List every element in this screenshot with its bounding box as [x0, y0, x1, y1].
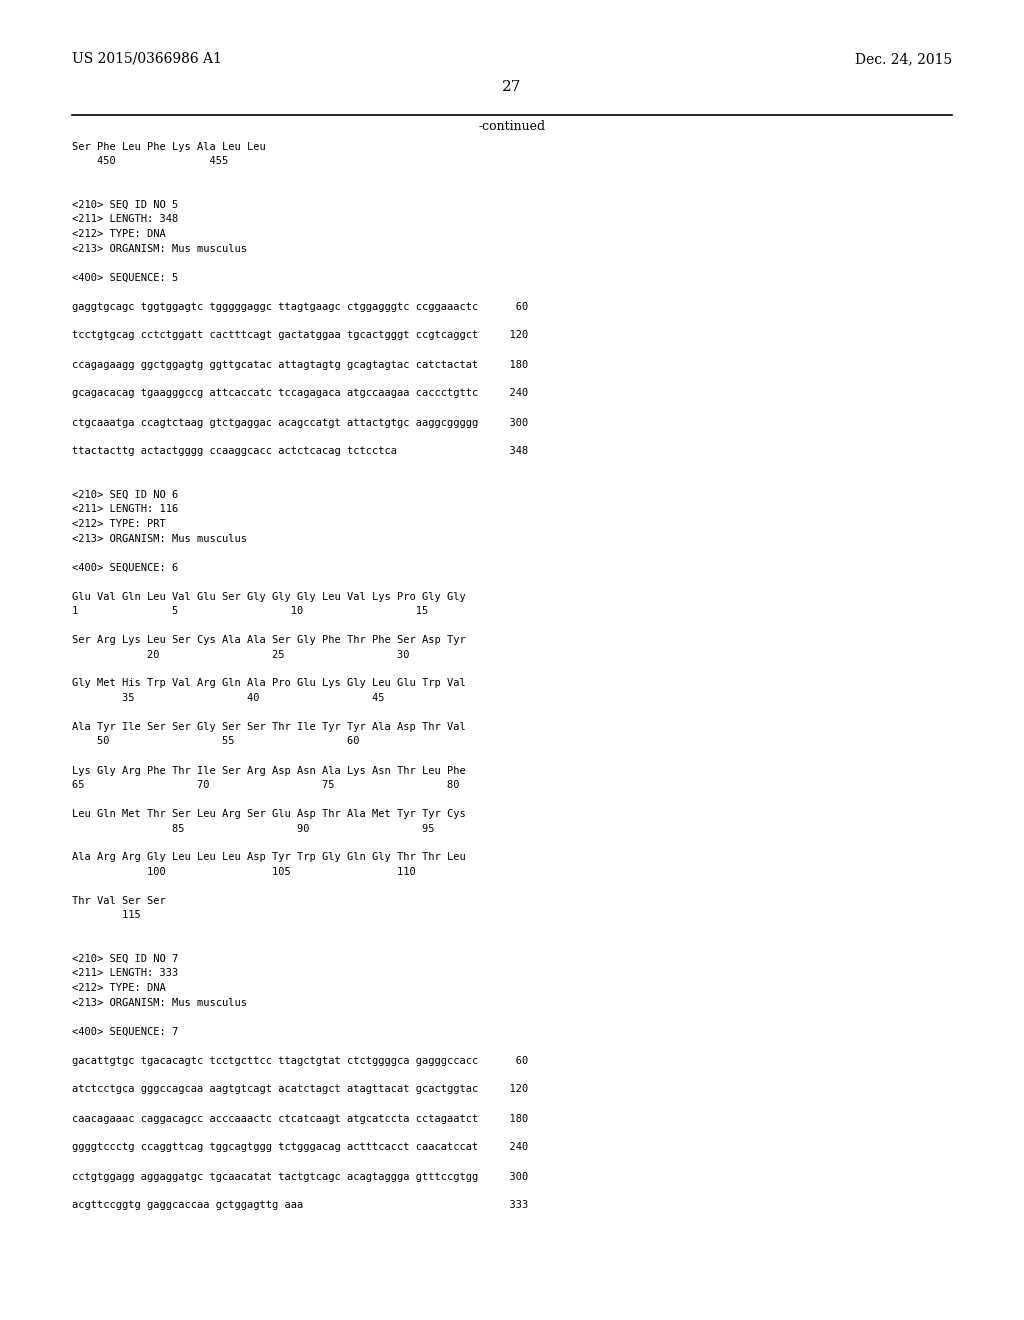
Text: ctgcaaatga ccagtctaag gtctgaggac acagccatgt attactgtgc aaggcggggg     300: ctgcaaatga ccagtctaag gtctgaggac acagcca…	[72, 417, 528, 428]
Text: Glu Val Gln Leu Val Glu Ser Gly Gly Gly Leu Val Lys Pro Gly Gly: Glu Val Gln Leu Val Glu Ser Gly Gly Gly …	[72, 591, 466, 602]
Text: <213> ORGANISM: Mus musculus: <213> ORGANISM: Mus musculus	[72, 533, 247, 544]
Text: Gly Met His Trp Val Arg Gln Ala Pro Glu Lys Gly Leu Glu Trp Val: Gly Met His Trp Val Arg Gln Ala Pro Glu …	[72, 678, 466, 689]
Text: <212> TYPE: DNA: <212> TYPE: DNA	[72, 983, 166, 993]
Text: 35                  40                  45: 35 40 45	[72, 693, 384, 704]
Text: <211> LENGTH: 348: <211> LENGTH: 348	[72, 214, 178, 224]
Text: US 2015/0366986 A1: US 2015/0366986 A1	[72, 51, 222, 66]
Text: Thr Val Ser Ser: Thr Val Ser Ser	[72, 896, 166, 906]
Text: gaggtgcagc tggtggagtc tgggggaggc ttagtgaagc ctggagggtc ccggaaactc      60: gaggtgcagc tggtggagtc tgggggaggc ttagtga…	[72, 301, 528, 312]
Text: Ala Tyr Ile Ser Ser Gly Ser Ser Thr Ile Tyr Tyr Ala Asp Thr Val: Ala Tyr Ile Ser Ser Gly Ser Ser Thr Ile …	[72, 722, 466, 733]
Text: gacattgtgc tgacacagtc tcctgcttcc ttagctgtat ctctggggca gagggccacc      60: gacattgtgc tgacacagtc tcctgcttcc ttagctg…	[72, 1056, 528, 1065]
Text: 27: 27	[503, 81, 521, 94]
Text: Leu Gln Met Thr Ser Leu Arg Ser Glu Asp Thr Ala Met Tyr Tyr Cys: Leu Gln Met Thr Ser Leu Arg Ser Glu Asp …	[72, 809, 466, 818]
Text: gcagacacag tgaagggccg attcaccatc tccagagaca atgccaagaa caccctgttc     240: gcagacacag tgaagggccg attcaccatc tccagag…	[72, 388, 528, 399]
Text: <210> SEQ ID NO 5: <210> SEQ ID NO 5	[72, 201, 178, 210]
Text: caacagaaac caggacagcc acccaaactc ctcatcaagt atgcatccta cctagaatct     180: caacagaaac caggacagcc acccaaactc ctcatca…	[72, 1114, 528, 1123]
Text: 115: 115	[72, 911, 140, 920]
Text: 450               455: 450 455	[72, 157, 228, 166]
Text: Ala Arg Arg Gly Leu Leu Leu Asp Tyr Trp Gly Gln Gly Thr Thr Leu: Ala Arg Arg Gly Leu Leu Leu Asp Tyr Trp …	[72, 853, 466, 862]
Text: <213> ORGANISM: Mus musculus: <213> ORGANISM: Mus musculus	[72, 998, 247, 1007]
Text: Ser Phe Leu Phe Lys Ala Leu Leu: Ser Phe Leu Phe Lys Ala Leu Leu	[72, 143, 266, 152]
Text: <212> TYPE: PRT: <212> TYPE: PRT	[72, 519, 166, 529]
Text: acgttccggtg gaggcaccaa gctggagttg aaa                                 333: acgttccggtg gaggcaccaa gctggagttg aaa 33…	[72, 1200, 528, 1210]
Text: -continued: -continued	[478, 120, 546, 133]
Text: 20                  25                  30: 20 25 30	[72, 649, 410, 660]
Text: atctcctgca gggccagcaa aagtgtcagt acatctagct atagttacat gcactggtac     120: atctcctgca gggccagcaa aagtgtcagt acatcta…	[72, 1085, 528, 1094]
Text: Dec. 24, 2015: Dec. 24, 2015	[855, 51, 952, 66]
Text: <400> SEQUENCE: 6: <400> SEQUENCE: 6	[72, 562, 178, 573]
Text: Ser Arg Lys Leu Ser Cys Ala Ala Ser Gly Phe Thr Phe Ser Asp Tyr: Ser Arg Lys Leu Ser Cys Ala Ala Ser Gly …	[72, 635, 466, 645]
Text: 65                  70                  75                  80: 65 70 75 80	[72, 780, 460, 789]
Text: <212> TYPE: DNA: <212> TYPE: DNA	[72, 228, 166, 239]
Text: 1               5                  10                  15: 1 5 10 15	[72, 606, 428, 616]
Text: Lys Gly Arg Phe Thr Ile Ser Arg Asp Asn Ala Lys Asn Thr Leu Phe: Lys Gly Arg Phe Thr Ile Ser Arg Asp Asn …	[72, 766, 466, 776]
Text: 100                 105                 110: 100 105 110	[72, 867, 416, 876]
Text: 85                  90                  95: 85 90 95	[72, 824, 434, 833]
Text: ccagagaagg ggctggagtg ggttgcatac attagtagtg gcagtagtac catctactat     180: ccagagaagg ggctggagtg ggttgcatac attagta…	[72, 359, 528, 370]
Text: <210> SEQ ID NO 6: <210> SEQ ID NO 6	[72, 490, 178, 500]
Text: <211> LENGTH: 333: <211> LENGTH: 333	[72, 969, 178, 978]
Text: cctgtggagg aggaggatgc tgcaacatat tactgtcagc acagtaggga gtttccgtgg     300: cctgtggagg aggaggatgc tgcaacatat tactgtc…	[72, 1172, 528, 1181]
Text: <210> SEQ ID NO 7: <210> SEQ ID NO 7	[72, 954, 178, 964]
Text: <400> SEQUENCE: 7: <400> SEQUENCE: 7	[72, 1027, 178, 1036]
Text: 50                  55                  60: 50 55 60	[72, 737, 359, 747]
Text: <211> LENGTH: 116: <211> LENGTH: 116	[72, 504, 178, 515]
Text: <400> SEQUENCE: 5: <400> SEQUENCE: 5	[72, 272, 178, 282]
Text: ggggtccctg ccaggttcag tggcagtggg tctgggacag actttcacct caacatccat     240: ggggtccctg ccaggttcag tggcagtggg tctggga…	[72, 1143, 528, 1152]
Text: <213> ORGANISM: Mus musculus: <213> ORGANISM: Mus musculus	[72, 243, 247, 253]
Text: ttactacttg actactgggg ccaaggcacc actctcacag tctcctca                  348: ttactacttg actactgggg ccaaggcacc actctca…	[72, 446, 528, 457]
Text: tcctgtgcag cctctggatt cactttcagt gactatggaa tgcactgggt ccgtcaggct     120: tcctgtgcag cctctggatt cactttcagt gactatg…	[72, 330, 528, 341]
